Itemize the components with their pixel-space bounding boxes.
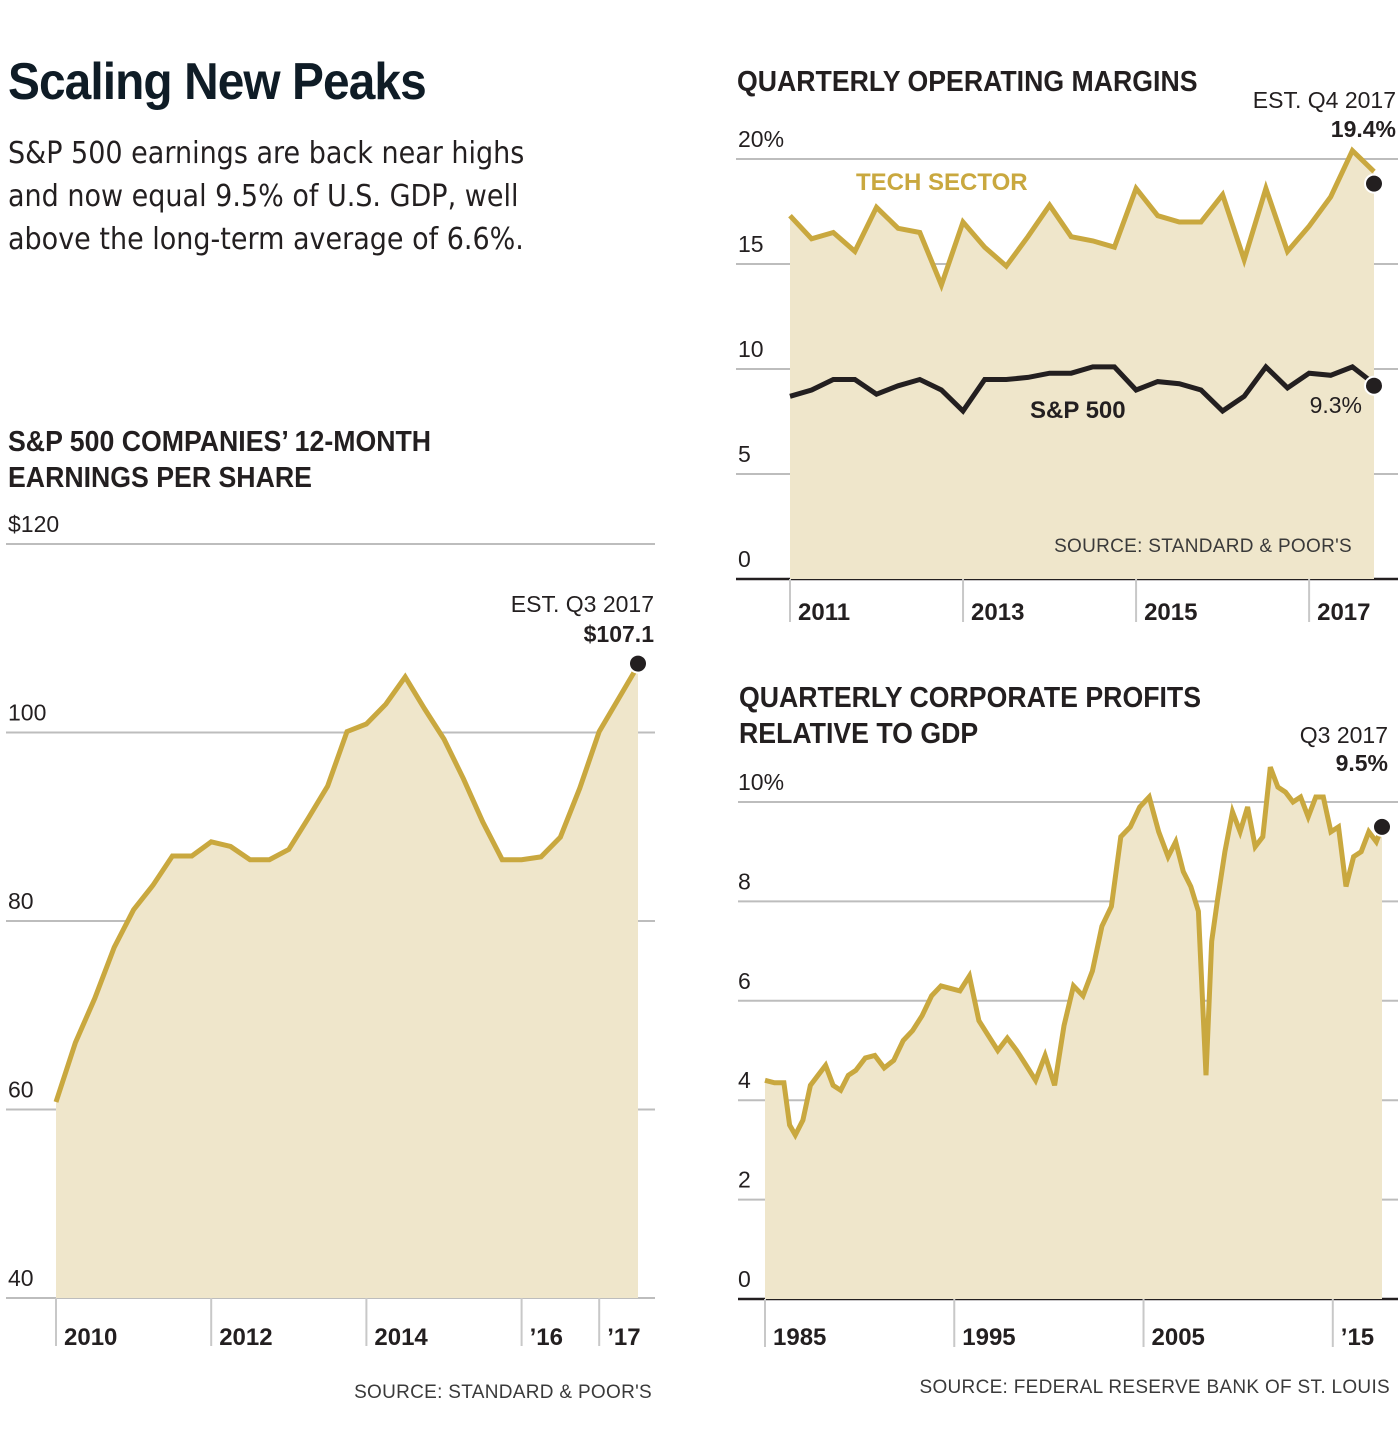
eps-title-line-2: EARNINGS PER SHARE <box>8 462 312 494</box>
eps-x-tick-label: 2012 <box>219 1324 272 1351</box>
margins-annotation-label: EST. Q4 2017 <box>1253 87 1396 113</box>
margins-area <box>790 150 1374 579</box>
profits-x-tick-label: 2005 <box>1152 1324 1205 1351</box>
eps-x-axis: 2010 2012 2014 ’16 ’17 <box>55 1298 641 1351</box>
margins-y-tick-label: 5 <box>738 441 751 467</box>
margins-chart-title: QUARTERLY OPERATING MARGINS <box>737 64 1198 100</box>
profits-source: SOURCE: FEDERAL RESERVE BANK OF ST. LOUI… <box>919 1377 1390 1398</box>
profits-x-tick-label: ’15 <box>1341 1324 1374 1351</box>
sp500-label: S&P 500 <box>1030 397 1126 424</box>
eps-end-marker <box>628 653 648 674</box>
margins-title-line-1: QUARTERLY OPERATING MARGINS <box>737 66 1198 98</box>
profits-x-axis: 1985 1995 2005 ’15 <box>764 1299 1374 1351</box>
margins-x-tick-label: 2013 <box>971 599 1024 626</box>
dek: S&P 500 earnings are back near highs and… <box>8 136 525 257</box>
profits-y-tick-label: 6 <box>738 968 751 994</box>
eps-x-tick-label: 2010 <box>64 1324 117 1351</box>
profits-annotation-value: 9.5% <box>1336 750 1388 776</box>
margins-y-tick-label: 0 <box>738 546 751 572</box>
profits-x-tick-label: 1995 <box>962 1324 1015 1351</box>
profits-y-tick-label: 10% <box>738 769 784 795</box>
profits-chart: 1985 1995 2005 ’15 0 2 4 6 8 10% Q3 2017 9.5% SO… <box>738 722 1398 1398</box>
profits-line <box>764 766 1385 1141</box>
profits-y-tick-label: 2 <box>738 1167 751 1193</box>
margins-x-axis: 2011 2013 2015 2017 <box>789 579 1371 626</box>
profits-end-marker <box>1372 816 1392 837</box>
margins-x-tick-label: 2015 <box>1144 599 1197 626</box>
profits-title-line-2: RELATIVE TO GDP <box>739 718 979 750</box>
eps-x-tick-label: ’16 <box>530 1324 563 1351</box>
eps-area <box>56 665 638 1298</box>
eps-x-tick-label: ’17 <box>607 1324 640 1351</box>
eps-y-axis: 40 60 80 100 $120 <box>8 511 59 1291</box>
eps-y-tick-label: 100 <box>8 700 46 726</box>
margins-y-tick-label: 20% <box>738 126 784 152</box>
eps-annotation-value: $107.1 <box>584 621 655 647</box>
profits-y-tick-label: 8 <box>738 868 751 894</box>
margins-y-axis: 0 5 10 15 20% <box>738 126 784 572</box>
margins-x-tick-label: 2017 <box>1317 599 1370 626</box>
eps-source: SOURCE: STANDARD & POOR'S <box>354 1382 652 1403</box>
eps-x-tick-label: 2014 <box>374 1324 428 1351</box>
sp500-end-marker <box>1364 375 1384 396</box>
margins-annotation-value: 19.4% <box>1331 116 1396 142</box>
margins-x-tick-label: 2011 <box>798 599 850 626</box>
profits-y-tick-label: 4 <box>738 1067 751 1093</box>
profits-annotation-label: Q3 2017 <box>1300 722 1388 748</box>
margins-source: SOURCE: STANDARD & POOR'S <box>1054 536 1352 557</box>
profits-title-line-1: QUARTERLY CORPORATE PROFITS <box>739 682 1202 714</box>
eps-chart: 2010 2012 2014 ’16 ’17 40 60 80 100 $120 EST. Q3… <box>6 511 655 1403</box>
eps-annotation-label: EST. Q3 2017 <box>511 591 654 617</box>
tech-sector-label: TECH SECTOR <box>856 169 1028 196</box>
eps-title-line-1: S&P 500 COMPANIES’ 12-MONTH <box>8 426 432 458</box>
profits-y-axis: 0 2 4 6 8 10% <box>738 769 784 1292</box>
eps-y-tick-label: 60 <box>8 1077 34 1103</box>
margins-chart: 2011 2013 2015 2017 0 5 10 15 20% TECH SECTOR S… <box>736 87 1398 626</box>
eps-chart-title: S&P 500 COMPANIES’ 12-MONTH EARNINGS PER… <box>8 424 431 496</box>
eps-line <box>53 664 641 1103</box>
eps-y-tick-label: 40 <box>8 1265 34 1291</box>
headline: Scaling New Peaks <box>8 53 427 111</box>
profits-x-tick-label: 1985 <box>773 1324 826 1351</box>
eps-y-tick-label: $120 <box>8 511 59 537</box>
tech-end-marker <box>1364 173 1384 194</box>
profits-y-tick-label: 0 <box>738 1266 751 1292</box>
sp500-annotation-value: 9.3% <box>1310 392 1362 418</box>
sp500-line <box>789 363 1376 415</box>
profits-area <box>765 767 1382 1299</box>
margins-y-tick-label: 10 <box>738 336 764 362</box>
tech-sector-line <box>788 146 1376 293</box>
eps-y-tick-label: 80 <box>8 888 34 914</box>
margins-y-tick-label: 15 <box>738 231 764 257</box>
profits-chart-title: QUARTERLY CORPORATE PROFITS RELATIVE TO … <box>739 680 1201 752</box>
